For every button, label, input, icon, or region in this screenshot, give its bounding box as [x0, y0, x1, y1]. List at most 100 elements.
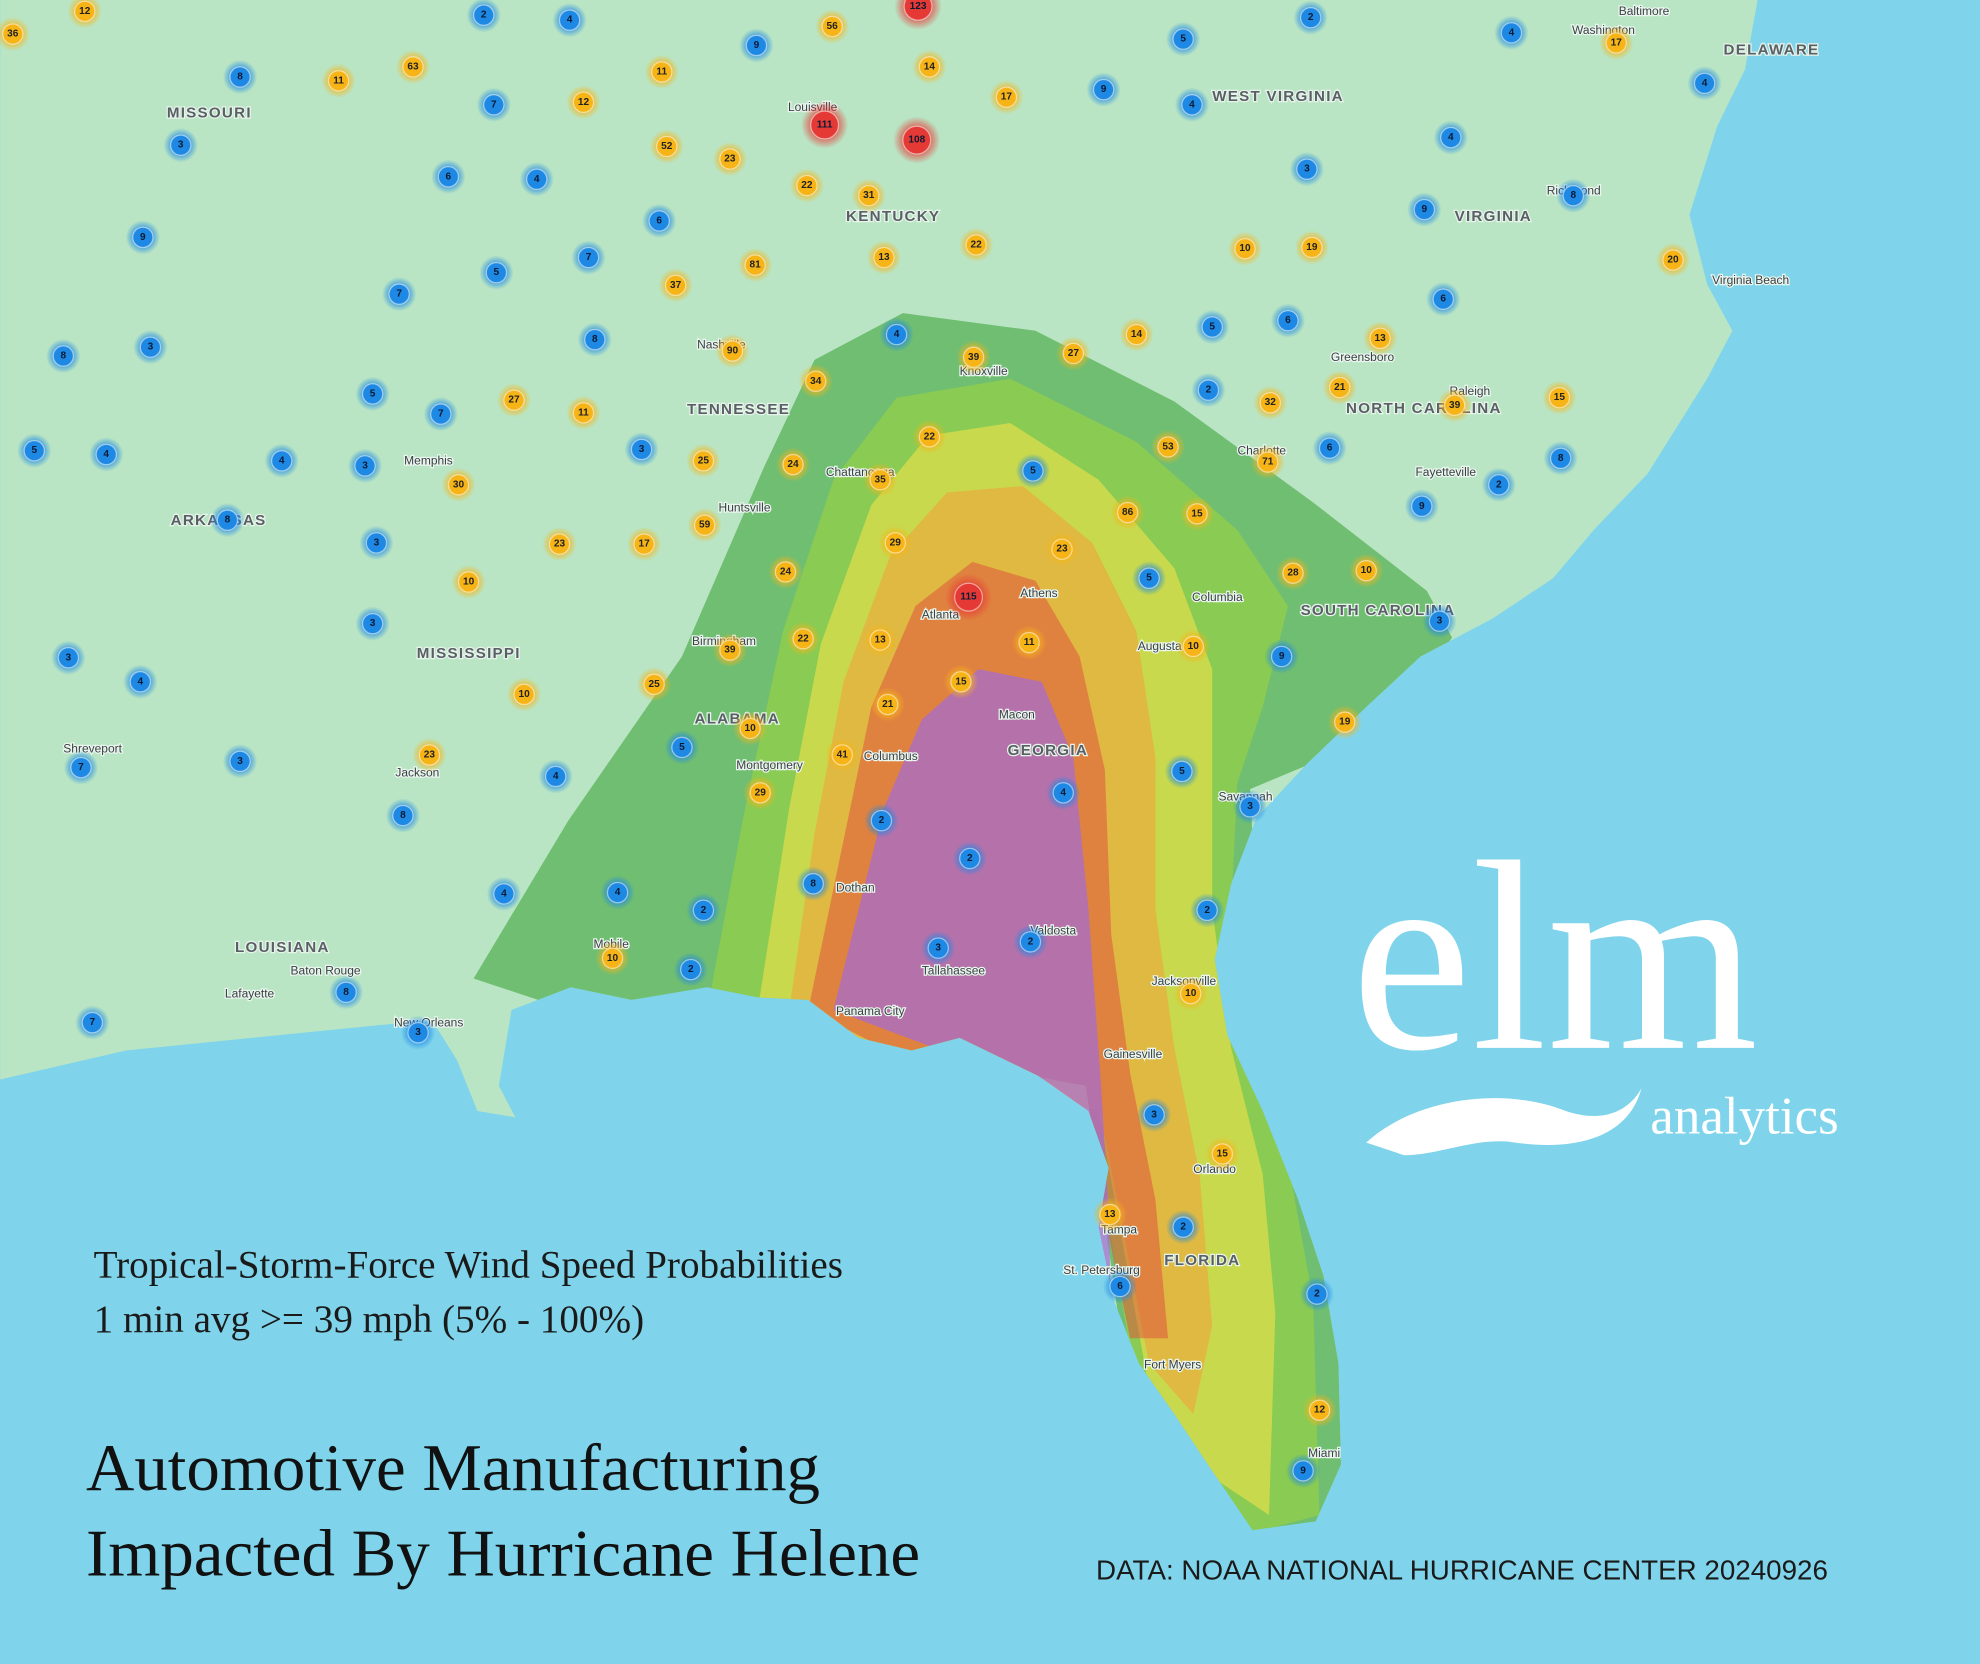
- cluster-count: 71: [1262, 457, 1274, 468]
- cluster-marker: [744, 254, 766, 276]
- cluster-count: 3: [935, 943, 941, 954]
- cluster-marker: [1282, 562, 1304, 584]
- cluster-count: 37: [670, 280, 682, 291]
- cluster-count: 9: [1279, 651, 1285, 662]
- cluster-marker: [739, 717, 761, 740]
- cluster-marker: [885, 323, 908, 346]
- cluster-count: 90: [727, 345, 739, 356]
- cluster-marker: [1099, 1203, 1121, 1226]
- cluster-count: 8: [400, 810, 406, 821]
- cluster-count: 17: [638, 539, 650, 550]
- city-label: Huntsville: [719, 500, 771, 514]
- city-label: Fayetteville: [1415, 465, 1476, 479]
- cluster-marker: [418, 744, 441, 766]
- cluster-marker: [503, 389, 525, 411]
- cluster-count: 27: [1068, 348, 1080, 359]
- band-inner: [833, 669, 1112, 1314]
- cluster-count: 10: [1361, 565, 1373, 576]
- cluster-marker: [656, 135, 678, 158]
- cluster-marker: [1171, 760, 1193, 783]
- cluster-count: 2: [1308, 12, 1314, 23]
- cluster-marker: [1062, 342, 1085, 365]
- cluster-count: 3: [370, 618, 376, 629]
- cluster-count: 6: [446, 171, 452, 182]
- cluster-count: 5: [1209, 321, 1215, 332]
- cluster-count: 17: [1611, 37, 1623, 48]
- cluster-marker: [1411, 495, 1433, 518]
- cluster-marker: [648, 210, 670, 232]
- cluster-count: 39: [724, 645, 736, 656]
- cluster-count: 5: [31, 445, 37, 456]
- cluster-marker: [858, 184, 880, 207]
- cluster-marker: [954, 582, 984, 612]
- city-label: Virginia Beach: [1712, 273, 1789, 287]
- cluster-count: 7: [90, 1017, 96, 1028]
- title: Automotive Manufacturing: [86, 1431, 820, 1505]
- cluster-marker: [745, 34, 768, 57]
- cluster-count: 7: [438, 409, 444, 420]
- state-label: MISSOURI: [167, 104, 252, 121]
- cluster-count: 2: [1204, 905, 1210, 916]
- cluster-count: 2: [1206, 385, 1212, 396]
- cluster-count: 15: [1554, 392, 1566, 403]
- cluster-count: 25: [698, 455, 710, 466]
- cluster-count: 29: [755, 787, 767, 798]
- cluster-marker: [407, 1022, 429, 1044]
- cluster-count: 108: [908, 135, 925, 146]
- cluster-count: 2: [688, 964, 694, 975]
- cluster-marker: [1143, 1104, 1165, 1126]
- cluster-marker: [1443, 394, 1466, 416]
- cluster-marker: [995, 86, 1018, 108]
- cluster-count: 10: [1239, 243, 1251, 254]
- cluster-marker: [950, 671, 972, 693]
- cluster-marker: [548, 533, 571, 555]
- city-label: Miami: [1308, 1446, 1340, 1460]
- cluster-marker: [918, 426, 941, 448]
- cluster-marker: [664, 274, 687, 297]
- cluster-count: 13: [1104, 1209, 1116, 1220]
- cluster-count: 9: [1300, 1465, 1306, 1476]
- cluster-marker: [229, 66, 251, 88]
- cluster-marker: [1196, 899, 1218, 922]
- cluster-marker: [81, 1011, 104, 1034]
- cluster-marker: [1440, 126, 1462, 149]
- cluster-marker: [1116, 501, 1139, 524]
- cluster-marker: [584, 328, 606, 351]
- cluster-marker: [577, 246, 600, 269]
- cluster-count: 25: [649, 679, 661, 690]
- cluster-count: 2: [1028, 936, 1034, 947]
- cluster-marker: [513, 683, 535, 706]
- cluster-marker: [831, 744, 854, 766]
- cluster-marker: [1172, 28, 1194, 50]
- cluster-marker: [52, 345, 75, 367]
- cluster-count: 36: [7, 29, 19, 40]
- cluster-marker: [1125, 323, 1148, 346]
- logo-wordmark: elm: [1351, 806, 1758, 1107]
- cluster-count: 123: [910, 1, 927, 12]
- cluster-count: 15: [1217, 1148, 1229, 1159]
- cluster-count: 2: [967, 853, 973, 864]
- cluster-marker: [671, 736, 693, 759]
- cluster-marker: [1022, 460, 1044, 482]
- cluster-marker: [493, 883, 515, 905]
- cluster-marker: [1138, 567, 1160, 589]
- cluster-marker: [1562, 184, 1585, 207]
- cluster-count: 11: [578, 407, 589, 418]
- cluster-marker: [392, 804, 414, 827]
- cluster-count: 9: [140, 232, 146, 243]
- cluster-count: 6: [1440, 294, 1446, 305]
- cluster-count: 2: [1314, 1289, 1320, 1300]
- cluster-count: 3: [178, 140, 184, 151]
- cluster-count: 15: [955, 676, 967, 687]
- cluster-marker: [821, 15, 843, 38]
- cluster-count: 4: [1702, 78, 1708, 89]
- cluster-count: 111: [817, 119, 833, 130]
- cluster-count: 11: [656, 66, 667, 77]
- cluster-count: 8: [60, 351, 66, 362]
- cluster-count: 31: [863, 190, 875, 201]
- cluster-count: 2: [879, 815, 885, 826]
- subtitle: 1 min avg >= 39 mph (5% - 100%): [94, 1298, 645, 1341]
- cluster-marker: [361, 383, 384, 405]
- cluster-count: 4: [567, 15, 573, 26]
